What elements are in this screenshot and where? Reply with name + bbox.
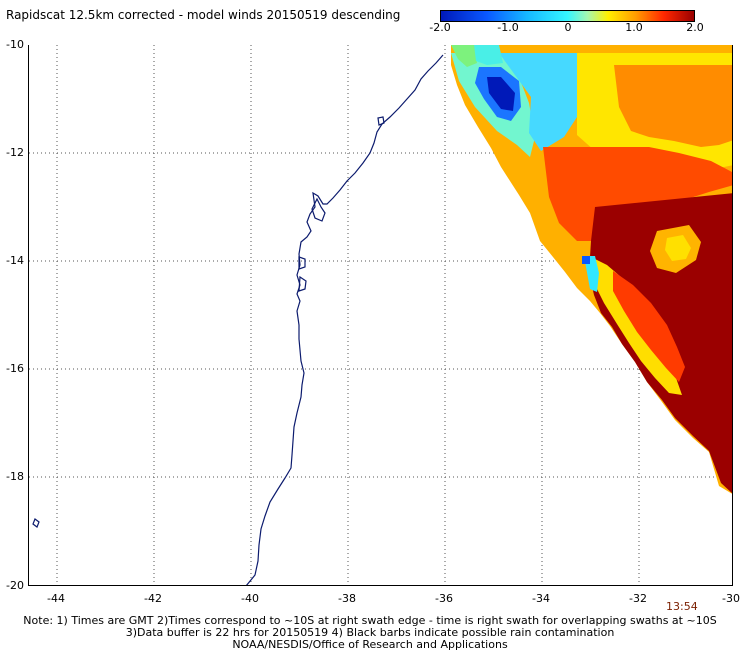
swath-inner-highlight-bright bbox=[665, 235, 691, 261]
chart-title: Rapidscat 12.5km corrected - model winds… bbox=[6, 8, 401, 22]
coastline bbox=[32, 54, 444, 585]
y-axis-tick-label: -10 bbox=[6, 38, 24, 51]
y-axis-tick-label: -20 bbox=[6, 579, 24, 592]
footer-note-line-3: NOAA/NESDIS/Office of Research and Appli… bbox=[232, 638, 508, 651]
y-axis-tick-label: -14 bbox=[6, 254, 24, 267]
swath-orange-band bbox=[614, 65, 732, 147]
coastline-inlet bbox=[311, 197, 326, 222]
x-axis-tick-label: -40 bbox=[241, 592, 259, 605]
swath-red-band bbox=[543, 147, 732, 241]
coastline-island-small bbox=[32, 518, 40, 528]
swath-edge-blue-pixel bbox=[582, 256, 590, 264]
x-axis-tick-label: -36 bbox=[435, 592, 453, 605]
swath-top-left-edge-green bbox=[451, 45, 477, 67]
footer-note-line-1: Note: 1) Times are GMT 2)Times correspon… bbox=[23, 614, 717, 627]
swath-cyan-band bbox=[499, 53, 589, 151]
coastline-inlet-small bbox=[298, 256, 306, 270]
time-stamp-label: 13:54 bbox=[666, 600, 698, 613]
map-gridlines bbox=[29, 45, 732, 585]
swath-edge-cyan bbox=[584, 256, 599, 292]
swath-lower-left-red bbox=[613, 271, 685, 382]
x-axis-tick-label: -38 bbox=[338, 592, 356, 605]
footer-note-line-2: 3)Data buffer is 22 hrs for 20150519 4) … bbox=[125, 626, 615, 639]
coastline-island bbox=[377, 116, 385, 126]
y-axis-tick-label: -12 bbox=[6, 146, 24, 159]
swath-darkblue-core bbox=[487, 77, 515, 111]
wind-swath bbox=[451, 45, 732, 494]
legend-tick-label: 0 bbox=[564, 21, 572, 34]
color-legend: -2.0 -1.0 0 1.0 2.0 bbox=[429, 8, 704, 38]
legend-tick-label: 2.0 bbox=[686, 21, 704, 34]
legend-colorbar bbox=[440, 10, 695, 22]
x-axis-tick-label: -42 bbox=[144, 592, 162, 605]
x-axis-tick-label: -44 bbox=[47, 592, 65, 605]
legend-tick-label: -2.0 bbox=[429, 21, 451, 34]
legend-tick-label: -1.0 bbox=[497, 21, 519, 34]
coastline-path bbox=[246, 54, 444, 585]
x-axis-tick-label: -34 bbox=[532, 592, 550, 605]
y-axis-tick-label: -16 bbox=[6, 362, 24, 375]
map-frame bbox=[28, 45, 733, 586]
legend-tick-label: 1.0 bbox=[625, 21, 643, 34]
x-axis-tick-label: -30 bbox=[722, 592, 740, 605]
y-axis-tick-label: -18 bbox=[6, 470, 24, 483]
x-axis-tick-label: -32 bbox=[629, 592, 647, 605]
coastline-inlet-river bbox=[298, 275, 307, 292]
swath-top-left-edge-cyan bbox=[474, 45, 503, 65]
map-svg bbox=[29, 45, 732, 585]
